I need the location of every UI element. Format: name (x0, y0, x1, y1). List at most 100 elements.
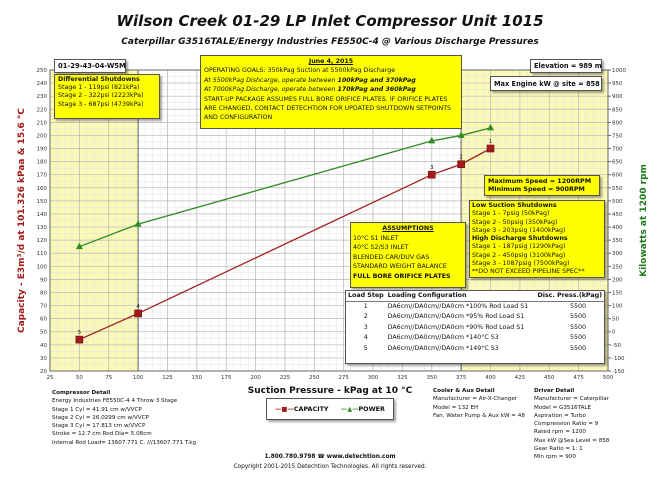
y2-tick-label: 450 (612, 212, 623, 218)
x-tick-label: 100 (133, 375, 144, 381)
capacity-point (457, 160, 465, 169)
y-tick-label: 90 (40, 277, 47, 283)
power-legend-icon: —▲— (340, 405, 359, 413)
shutdowns-box: Low Suction Shutdowns Stage 1 - 7psig (5… (469, 200, 605, 278)
footer-contact: 1.800.780.9798 ☎ www.detechtion.com (264, 454, 396, 460)
x-tick-label: 375 (456, 375, 467, 381)
y2-tick-label: 150 (612, 290, 623, 296)
power-point (487, 123, 495, 131)
driver-detail: Driver Detail Manufacturer = Caterpillar… (534, 387, 644, 462)
operating-goals-box: June 4, 2015 OPERATING GOALS: 350kPag Su… (200, 55, 462, 129)
detail-line: Model = G3516TALE (534, 404, 592, 411)
legend: —■—CAPACITY —▲—POWER (266, 398, 394, 420)
assumption-bold: FULL BORE ORIFICE PLATES (353, 272, 451, 280)
goals-range: 100kPag and 370kPag (337, 76, 416, 84)
goals-line: At 5500kPag Dishcarge, operate between (204, 76, 338, 84)
y-tick-label: 130 (37, 225, 48, 231)
y-tick-label: 220 (37, 107, 48, 113)
y2-tick-label: -150 (612, 369, 625, 375)
point-label: 5 (78, 330, 82, 336)
table-cell: DA6cm//DA0cm//DA0cm *90% Rod Load S1 (387, 323, 525, 331)
x-tick-label: 125 (162, 375, 173, 381)
x-tick-label: 300 (368, 375, 379, 381)
high-discharge-line: Stage 1 - 187psig (1290kPag) (472, 243, 566, 251)
table-cell: 1 (363, 302, 368, 310)
y2-tick-label: 850 (612, 107, 623, 113)
point-label: 3 (430, 165, 434, 171)
y-tick-label: 160 (37, 186, 48, 192)
detail-line: Energy Industries FE550C-4 4 Throw 3 Sta… (52, 398, 178, 405)
y-tick-label: 20 (40, 369, 47, 375)
power-point (134, 220, 142, 227)
table-row: 5 DA6cm//DA0cm//DA0cm *149°C S3 5500 (346, 344, 604, 355)
x-tick-label: 450 (544, 375, 555, 381)
y2-tick-label: 300 (612, 251, 623, 257)
x-tick-label: 175 (221, 375, 232, 381)
high-discharge-title: High Discharge Shutdowns (472, 235, 568, 243)
table-cell: DA6cm//DA0cm//DA0cm *140°C S3 (387, 334, 499, 342)
table-cell: 5500 (569, 313, 586, 321)
differential-shutdowns-box: Differential Shutdowns Stage 1 - 119psi … (54, 74, 160, 119)
table-header: Load Step (348, 291, 384, 299)
y-tick-label: 110 (37, 251, 48, 257)
min-speed: Minimum Speed = 900RPM (488, 185, 585, 194)
high-discharge-line: Stage 3 - 1087psig (7500kPag) (472, 260, 570, 268)
point-label: 1 (489, 139, 493, 145)
detail-line: Manufacturer = Caterpillar (534, 396, 609, 403)
y2-tick-label: 550 (612, 186, 623, 192)
table-cell: 5500 (569, 302, 586, 310)
goals-range: 170kPag and 360kPag (337, 86, 416, 94)
cooler-detail-title: Cooler & Aux Detail (433, 388, 495, 394)
y-tick-label: 250 (37, 68, 48, 74)
low-suction-line: Stage 2 - 50psig (350kPag) (472, 218, 558, 226)
table-cell: 5500 (569, 323, 586, 331)
differential-title: Differential Shutdowns (58, 76, 140, 83)
table-cell: DA6cm//DA0cm//DA0cm *149°C S3 (387, 344, 499, 352)
table-cell: 4 (363, 334, 368, 342)
capacity-point (134, 309, 142, 318)
y-tick-label: 190 (37, 147, 48, 153)
detail-line: Gear Ratio = 1: 1 (534, 446, 583, 453)
goals-line: OPERATING GOALS: 350kPag Suction at 5500… (204, 67, 396, 75)
x-tick-label: 225 (280, 375, 291, 381)
detail-line: Fan, Water Pump & Aux kW = 48 (433, 412, 525, 419)
y2-tick-label: 250 (612, 264, 623, 270)
power-point (457, 131, 465, 138)
table-cell: 5 (363, 344, 368, 352)
detail-line: Max kW @Sea Level = 858 (534, 437, 610, 444)
chart-title: Wilson Creek 01-29 LP Inlet Compressor U… (116, 12, 544, 30)
assumption-line: BLENDED CAR/DUV GAS (353, 253, 430, 261)
y-tick-label: 150 (37, 199, 48, 205)
goals-line: At 7000kPag Discharge, operate between (204, 86, 338, 94)
assumption-line: STANDARD WEIGHT BALANCE (353, 263, 447, 271)
capacity-legend-icon: —■— (275, 405, 294, 413)
table-cell: 5500 (569, 334, 586, 342)
detail-line: Compression Ratio = 9 (534, 421, 599, 428)
y2-tick-label: 800 (612, 120, 623, 126)
assumptions-box: ASSUMPTIONS 10°C S1 INLET 40°C S2/S3 INL… (350, 222, 466, 288)
x-tick-label: 250 (309, 375, 320, 381)
x-tick-label: 50 (76, 375, 83, 381)
driver-detail-title: Driver Detail (534, 388, 575, 394)
table-header: Disc. Press.(kPag) (537, 291, 602, 299)
y-tick-label: 170 (37, 173, 48, 179)
high-discharge-line: Stage 2 - 450psig (3100kPag) (472, 251, 566, 259)
x-tick-label: 150 (192, 375, 203, 381)
x-axis-label: Suction Pressure - kPag at 10 °C (248, 386, 413, 396)
low-suction-line: Stage 3 - 203psig (1400kPag) (472, 226, 566, 234)
max-speed: Maximum Speed = 1200RPM (488, 177, 592, 185)
differential-line: Stage 3 - 687psi (4739kPa) (58, 100, 144, 108)
point-label: 2 (459, 155, 463, 161)
detail-line: Model = 132 EH (433, 404, 479, 411)
x-tick-label: 500 (603, 375, 614, 381)
y2-tick-label: 650 (612, 160, 623, 166)
differential-line: Stage 1 - 119psi (821kPa) (58, 84, 140, 92)
table-cell: 3 (363, 323, 368, 331)
low-suction-title: Low Suction Shutdowns (472, 202, 557, 209)
table-row: 4 DA6cm//DA0cm//DA0cm *140°C S3 5500 (346, 333, 604, 344)
max-engine-label: Max Engine kW @ site = 858 (490, 76, 602, 91)
y2-tick-label: 500 (612, 199, 623, 205)
detail-line: Stage 3 Cyl = 17.813 cm w/VVCP (52, 423, 146, 430)
power-point (75, 242, 83, 250)
y2-tick-label: 200 (612, 277, 623, 283)
